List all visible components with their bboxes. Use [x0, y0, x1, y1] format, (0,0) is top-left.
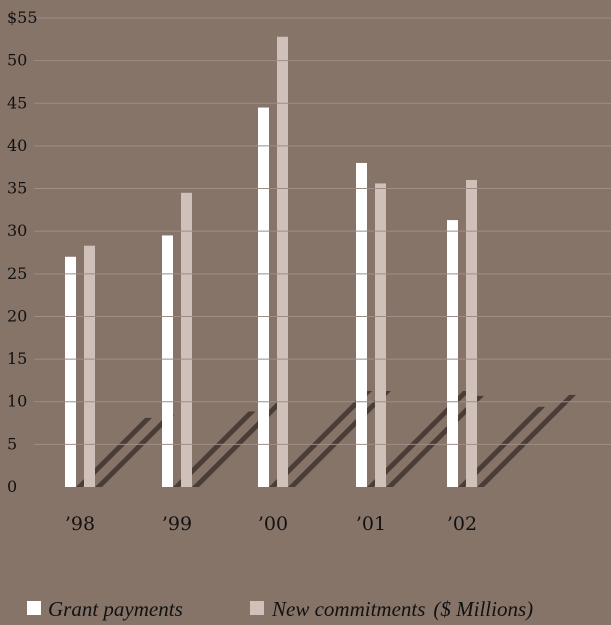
y-tick-label: 10	[7, 392, 27, 411]
y-tick-label: 35	[7, 179, 27, 198]
x-tick-label: ’98	[65, 513, 95, 535]
bar-grant-payments-2	[162, 235, 173, 487]
y-tick-label: 20	[7, 306, 27, 325]
x-tick-label: ’02	[447, 513, 477, 535]
bar-new-commitments-3	[277, 36, 288, 487]
legend-label-new-commitments: New commitments ($ Millions)	[271, 597, 533, 621]
legend-label-grant-payments: Grant payments	[48, 597, 183, 621]
legend-series-name: New commitments	[271, 597, 425, 621]
bar-grant-payments-1	[65, 256, 76, 487]
legend-swatch-grant-payments	[27, 601, 41, 615]
gridlines	[34, 17, 611, 445]
bar-shadows	[76, 391, 577, 487]
y-tick-label: $55	[7, 8, 38, 27]
bar-shadow-grant-payments-4	[367, 391, 470, 487]
x-tick-label: ’01	[356, 513, 386, 535]
y-tick-label: 0	[7, 477, 17, 496]
bar-grant-payments-3	[258, 107, 269, 487]
bar-shadow-new-commitments-1	[95, 414, 175, 487]
bar-shadow-grant-payments-5	[458, 406, 546, 487]
bar-grant-payments-5	[447, 220, 458, 487]
legend: Grant payments New commitments ($ Million…	[27, 597, 533, 621]
bar-shadow-new-commitments-5	[477, 394, 577, 487]
bar-grant-payments-4	[356, 162, 367, 488]
bar-shadow-new-commitments-4	[386, 395, 485, 487]
bar-new-commitments-4	[375, 183, 386, 488]
bar-shadow-grant-payments-3	[269, 391, 372, 487]
y-tick-label: 15	[7, 349, 27, 368]
bar-new-commitments-1	[84, 245, 95, 487]
bar-shadow-grant-payments-1	[76, 417, 153, 487]
y-tick-label: 50	[7, 51, 27, 70]
y-tick-label: 40	[7, 136, 27, 155]
units-label: ($ Millions)	[433, 597, 533, 621]
bar-new-commitments-5	[466, 180, 477, 487]
y-tick-label: 5	[7, 434, 17, 453]
y-tick-label: 30	[7, 221, 27, 240]
y-tick-label: 45	[7, 93, 27, 112]
x-tick-label: ’99	[162, 513, 192, 535]
bar-shadow-grant-payments-2	[173, 411, 256, 487]
x-tick-label: ’00	[258, 513, 288, 535]
x-axis-ticks: ’98 ’99 ’00 ’01 ’02	[65, 513, 477, 535]
y-tick-label: 25	[7, 264, 27, 283]
bars	[65, 36, 477, 488]
legend-swatch-new-commitments	[250, 601, 264, 615]
bar-new-commitments-2	[181, 192, 192, 488]
